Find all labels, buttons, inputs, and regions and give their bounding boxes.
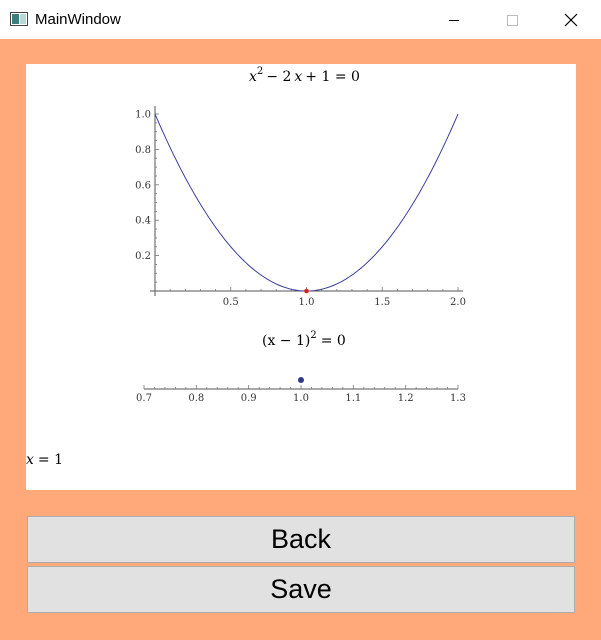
eq1-minus: − 2 <box>266 69 291 85</box>
close-icon <box>564 13 578 26</box>
equation-factored: (x − 1)2 = 0 <box>262 330 346 349</box>
solution-rest: = 1 <box>38 452 63 468</box>
maximize-button[interactable] <box>489 0 535 39</box>
number-line-tick-label: 1.1 <box>345 393 361 404</box>
maximize-icon <box>507 14 518 26</box>
plot1-y-tick-label: 0.8 <box>135 145 151 156</box>
number-line-tick-label: 0.9 <box>241 393 257 404</box>
plot1-y-tick-label: 0.4 <box>135 216 151 227</box>
plot1-x-tick-label: 2.0 <box>450 297 466 308</box>
solution-var: x <box>26 452 34 468</box>
close-button[interactable] <box>548 0 594 39</box>
window-title: MainWindow <box>35 11 121 28</box>
number-line-tick-label: 1.0 <box>293 393 309 404</box>
eq1-var: x <box>249 69 257 85</box>
root-point <box>304 288 309 294</box>
title-bar: MainWindow <box>0 0 601 39</box>
number-line-tick-label: 0.7 <box>136 393 152 404</box>
equation-solution: x = 1 <box>26 452 63 468</box>
plot1-x-tick-label: 0.5 <box>223 297 239 308</box>
save-button[interactable]: Save <box>27 566 575 613</box>
eq1-var2: x <box>294 69 302 85</box>
eq2-base: (x − 1) <box>262 333 310 349</box>
number-line-tick-label: 1.3 <box>450 393 466 404</box>
math-output-panel: x2− 2 x + 1 = 0 0.5 1.0 1.5 2.0 0.2 0.4 0.6 0.8 1… <box>26 64 576 490</box>
eq1-exp: 2 <box>257 66 263 77</box>
number-line-tick-label: 0.8 <box>188 393 204 404</box>
number-line-plot: 0.7 0.8 0.9 1.0 1.1 1.2 1.3 <box>136 377 466 404</box>
plot1-y-tick-label: 1.0 <box>135 110 151 121</box>
eq1-rest: + 1 = 0 <box>305 69 360 85</box>
plot1-y-tick-label: 0.2 <box>135 251 151 262</box>
plot1-x-tick-label: 1.0 <box>299 297 315 308</box>
parabola-curve <box>154 113 459 292</box>
plot1-y-tick-label: 0.6 <box>135 180 151 191</box>
equation-original: x2− 2 x + 1 = 0 <box>249 66 360 85</box>
plot1-x-tick-label: 1.5 <box>374 297 390 308</box>
app-window-icon <box>10 12 28 26</box>
minimize-button[interactable] <box>431 0 477 39</box>
number-line-tick-label: 1.2 <box>398 393 414 404</box>
eq2-exp: 2 <box>310 330 316 341</box>
math-canvas: x2− 2 x + 1 = 0 0.5 1.0 1.5 2.0 0.20.40.60.81… <box>26 66 466 468</box>
eq2-rest: = 0 <box>321 333 346 349</box>
solution-point <box>298 377 304 383</box>
parabola-plot: 0.5 1.0 1.5 2.0 0.2 0.4 0.6 0.8 1.0 <box>135 106 466 308</box>
minimize-icon <box>449 19 459 21</box>
back-button[interactable]: Back <box>27 516 575 563</box>
